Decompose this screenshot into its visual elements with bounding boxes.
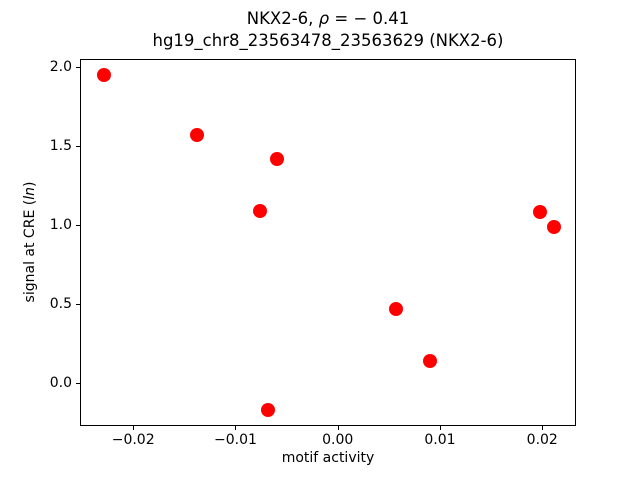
y-tick: [76, 67, 80, 69]
x-tick: [235, 426, 237, 430]
data-point: [96, 67, 111, 82]
title-block: NKX2-6, ρ = − 0.41 hg19_chr8_23563478_23…: [80, 8, 576, 52]
y-tick: [76, 304, 80, 306]
y-axis-label-suffix: ): [22, 181, 38, 188]
y-tick-label: 2.0: [49, 59, 72, 76]
x-tick: [542, 426, 544, 430]
x-axis-label: motif activity: [281, 450, 375, 466]
x-tick-label: 0.00: [322, 432, 354, 448]
y-tick-label: 1.0: [49, 217, 72, 234]
data-point: [422, 353, 437, 368]
data-point: [270, 151, 285, 166]
data-point: [261, 402, 276, 417]
x-tick-label: 0.01: [424, 432, 456, 448]
x-tick: [133, 426, 135, 430]
data-point: [389, 301, 403, 316]
plot-title-prefix: NKX2-6,: [246, 9, 319, 28]
data-point: [252, 203, 267, 218]
data-point: [189, 127, 204, 142]
plot-area: [80, 59, 576, 426]
y-tick-label: 1.5: [49, 138, 72, 155]
x-tick-label: −0.02: [111, 432, 155, 448]
y-axis-label: signal at CRE (ln): [22, 182, 38, 303]
y-tick: [76, 225, 80, 227]
y-tick: [76, 383, 80, 385]
data-point: [533, 205, 548, 220]
y-tick-label: 0.5: [49, 296, 72, 313]
data-point: [546, 219, 561, 234]
plot-title: NKX2-6, ρ = − 0.41: [80, 8, 576, 30]
y-axis-label-italic: ln: [22, 187, 38, 200]
y-axis-label-prefix: signal at CRE (: [22, 199, 38, 303]
x-tick: [337, 426, 339, 430]
plot-subtitle: hg19_chr8_23563478_23563629 (NKX2-6): [152, 31, 504, 50]
x-tick-label: −0.01: [213, 432, 257, 448]
y-tick: [76, 146, 80, 148]
x-tick: [439, 426, 441, 430]
y-tick-label: 0.0: [49, 375, 72, 392]
plot-title-correlation: = − 0.41: [329, 9, 410, 28]
x-tick-label: 0.02: [526, 432, 558, 448]
plot-title-rho: ρ: [318, 9, 330, 28]
